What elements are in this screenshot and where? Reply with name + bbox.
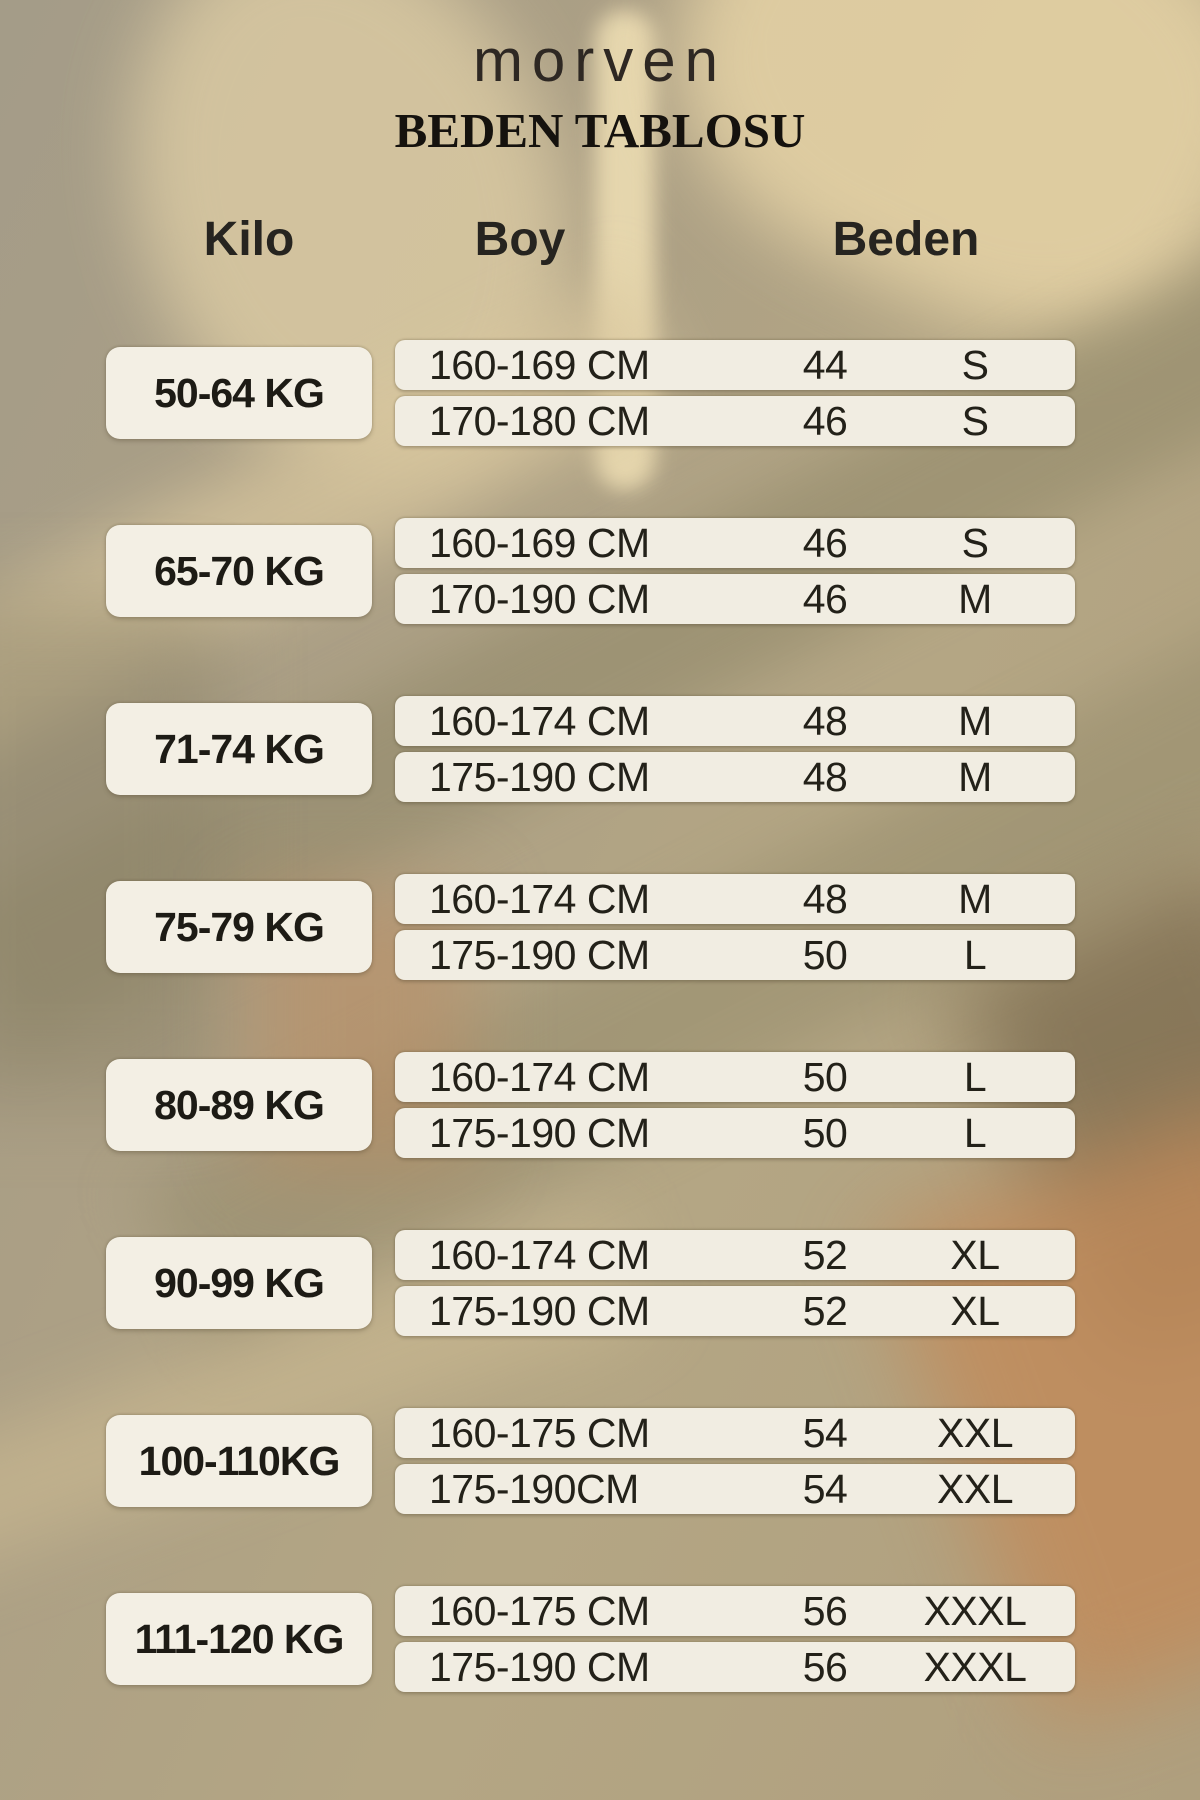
size-letter-value: XXXL xyxy=(923,1644,1027,1690)
size-letter-value: M xyxy=(958,576,992,622)
kilo-value: 71-74 KG xyxy=(154,726,325,772)
kilo-chip: 71-74 KG xyxy=(106,703,372,795)
kilo-value: 50-64 KG xyxy=(154,370,325,416)
size-group: 71-74 KG 160-174 CM 48 M 175-190 CM 48 M xyxy=(0,696,1200,802)
height-range-value: 160-169 CM xyxy=(429,342,650,388)
height-range-value: 160-174 CM xyxy=(429,876,650,922)
size-letter-value: M xyxy=(958,754,992,800)
column-header-kilo: Kilo xyxy=(203,213,295,266)
size-letter-value: L xyxy=(963,932,987,978)
height-range-value: 160-174 CM xyxy=(429,698,650,744)
size-number-value: 50 xyxy=(802,1054,848,1100)
height-range-value: 175-190CM xyxy=(429,1466,639,1512)
brand-logo: morven xyxy=(472,27,728,94)
height-range-value: 170-190 CM xyxy=(429,576,650,622)
size-number-value: 56 xyxy=(802,1644,848,1690)
size-row: 175-190 CM 50 L xyxy=(395,930,1075,980)
size-row: 160-175 CM 54 XXL xyxy=(395,1408,1075,1458)
kilo-chip: 90-99 KG xyxy=(106,1237,372,1329)
height-range-value: 175-190 CM xyxy=(429,932,650,978)
kilo-chip: 75-79 KG xyxy=(106,881,372,973)
size-letter-value: XXXL xyxy=(923,1588,1027,1634)
size-number-value: 54 xyxy=(802,1466,848,1512)
size-group: 100-110KG 160-175 CM 54 XXL 175-190CM 54… xyxy=(0,1408,1200,1514)
height-range-value: 170-180 CM xyxy=(429,398,650,444)
size-row: 175-190CM 54 XXL xyxy=(395,1464,1075,1514)
size-row: 160-169 CM 46 S xyxy=(395,518,1075,568)
size-letter-value: S xyxy=(961,520,989,566)
size-number-value: 48 xyxy=(802,754,848,800)
column-header-boy: Boy xyxy=(474,213,566,266)
size-group: 80-89 KG 160-174 CM 50 L 175-190 CM 50 L xyxy=(0,1052,1200,1158)
height-range-value: 160-174 CM xyxy=(429,1054,650,1100)
size-group: 75-79 KG 160-174 CM 48 M 175-190 CM 50 L xyxy=(0,874,1200,980)
size-letter-value: M xyxy=(958,876,992,922)
size-letter-value: XL xyxy=(950,1232,1000,1278)
size-number-value: 48 xyxy=(802,876,848,922)
size-row: 170-180 CM 46 S xyxy=(395,396,1075,446)
kilo-value: 80-89 KG xyxy=(154,1082,325,1128)
size-number-value: 46 xyxy=(802,576,848,622)
size-letter-value: L xyxy=(963,1110,987,1156)
size-number-value: 48 xyxy=(802,698,848,744)
size-number-value: 52 xyxy=(802,1232,848,1278)
size-number-value: 46 xyxy=(802,520,848,566)
column-header-beden: Beden xyxy=(832,213,980,266)
size-group: 111-120 KG 160-175 CM 56 XXXL 175-190 CM… xyxy=(0,1586,1200,1692)
size-letter-value: XXL xyxy=(937,1410,1014,1456)
size-group: 90-99 KG 160-174 CM 52 XL 175-190 CM 52 … xyxy=(0,1230,1200,1336)
size-row: 170-190 CM 46 M xyxy=(395,574,1075,624)
size-number-value: 50 xyxy=(802,932,848,978)
size-number-value: 56 xyxy=(802,1588,848,1634)
height-range-value: 175-190 CM xyxy=(429,1644,650,1690)
kilo-chip: 100-110KG xyxy=(106,1415,372,1507)
size-number-value: 54 xyxy=(802,1410,848,1456)
size-number-value: 46 xyxy=(802,398,848,444)
background-shade xyxy=(0,600,220,1100)
kilo-chip: 50-64 KG xyxy=(106,347,372,439)
height-range-value: 160-174 CM xyxy=(429,1232,650,1278)
kilo-value: 90-99 KG xyxy=(154,1260,325,1306)
size-number-value: 44 xyxy=(802,342,848,388)
size-group: 50-64 KG 160-169 CM 44 S 170-180 CM 46 S xyxy=(0,340,1200,446)
kilo-chip: 65-70 KG xyxy=(106,525,372,617)
height-range-value: 160-175 CM xyxy=(429,1588,650,1634)
size-letter-value: S xyxy=(961,398,989,444)
size-row: 175-190 CM 50 L xyxy=(395,1108,1075,1158)
size-number-value: 52 xyxy=(802,1288,848,1334)
size-letter-value: XL xyxy=(950,1288,1000,1334)
height-range-value: 175-190 CM xyxy=(429,1110,650,1156)
kilo-value: 100-110KG xyxy=(138,1438,341,1484)
size-row: 160-174 CM 52 XL xyxy=(395,1230,1075,1280)
kilo-value: 65-70 KG xyxy=(154,548,325,594)
size-number-value: 50 xyxy=(802,1110,848,1156)
size-row: 160-175 CM 56 XXXL xyxy=(395,1586,1075,1636)
kilo-chip: 80-89 KG xyxy=(106,1059,372,1151)
height-range-value: 160-169 CM xyxy=(429,520,650,566)
size-row: 175-190 CM 48 M xyxy=(395,752,1075,802)
size-letter-value: M xyxy=(958,698,992,744)
size-group: 65-70 KG 160-169 CM 46 S 170-190 CM 46 M xyxy=(0,518,1200,624)
kilo-value: 75-79 KG xyxy=(154,904,325,950)
size-row: 160-174 CM 48 M xyxy=(395,696,1075,746)
height-range-value: 160-175 CM xyxy=(429,1410,650,1456)
size-letter-value: XXL xyxy=(937,1466,1014,1512)
size-letter-value: S xyxy=(961,342,989,388)
page-title: BEDEN TABLOSU xyxy=(394,103,806,158)
size-row: 175-190 CM 52 XL xyxy=(395,1286,1075,1336)
kilo-chip: 111-120 KG xyxy=(106,1593,372,1685)
size-row: 160-174 CM 50 L xyxy=(395,1052,1075,1102)
height-range-value: 175-190 CM xyxy=(429,1288,650,1334)
kilo-value: 111-120 KG xyxy=(134,1616,345,1662)
size-row: 175-190 CM 56 XXXL xyxy=(395,1642,1075,1692)
size-letter-value: L xyxy=(963,1054,987,1100)
size-row: 160-169 CM 44 S xyxy=(395,340,1075,390)
height-range-value: 175-190 CM xyxy=(429,754,650,800)
size-row: 160-174 CM 48 M xyxy=(395,874,1075,924)
